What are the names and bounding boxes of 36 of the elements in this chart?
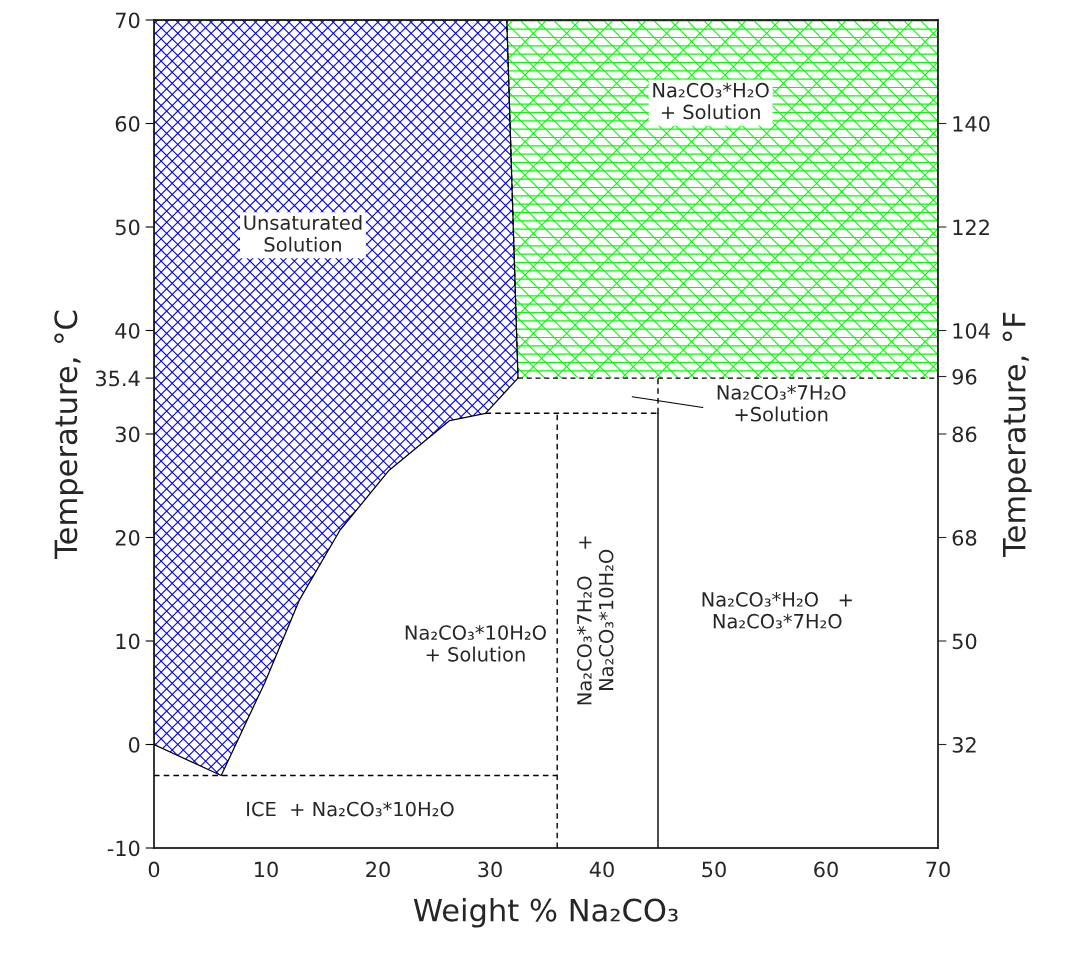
y-tick-label: 50 <box>115 219 140 236</box>
x-tick-label: 10 <box>255 861 278 878</box>
y2-axis-title: Temperature, °F <box>1002 312 1032 557</box>
annotation: Na₂CO₃*10H₂O + Solution <box>405 625 546 662</box>
y2-tick-label: 32 <box>952 736 976 753</box>
x-tick-label: 0 <box>148 861 160 878</box>
annotation: Na₂CO₃*H₂O + Solution <box>653 82 769 120</box>
y-tick-label: 30 <box>115 426 140 443</box>
x-tick-label: 60 <box>814 861 838 878</box>
y-tick-label: 40 <box>115 322 140 339</box>
y2-tick-label: 68 <box>952 529 977 546</box>
y2-tick-label: 86 <box>952 426 977 443</box>
annotation: Na₂CO₃*H₂O + Na₂CO₃*7H₂O <box>702 592 852 629</box>
x-tick-label: 30 <box>478 861 502 878</box>
y2-tick-label: 104 <box>953 322 990 339</box>
y-tick-label: 35.4 <box>96 370 140 387</box>
y-tick-label: 20 <box>115 529 140 546</box>
y2-tick-label: 50 <box>952 633 977 650</box>
annotation: ICE + Na₂CO₃*10H₂O <box>247 801 454 817</box>
y-tick-label: 70 <box>116 12 140 29</box>
x-tick-label: 70 <box>926 861 950 878</box>
annotation: Na₂CO₃*7H₂O + Na₂CO₃*10H₂O <box>577 536 614 705</box>
x-axis-title: Weight % Na₂CO₃ <box>413 898 678 928</box>
y-tick-label: 0 <box>128 736 140 753</box>
y-tick-label: 10 <box>116 633 140 650</box>
y2-tick-label: 96 <box>952 368 977 385</box>
annotation: Na₂CO₃*7H₂O +Solution <box>717 385 846 422</box>
x-tick-label: 50 <box>702 861 726 878</box>
y2-tick-label: 140 <box>953 115 990 132</box>
annotation: Unsaturated Solution <box>244 214 362 252</box>
y2-tick-label: 122 <box>953 219 989 235</box>
x-tick-label: 20 <box>366 861 390 878</box>
y-tick-label: 60 <box>115 115 140 132</box>
x-tick-label: 40 <box>589 861 614 878</box>
y-axis-title: Temperature, °C <box>54 310 84 559</box>
y-tick-label: -10 <box>107 840 140 857</box>
